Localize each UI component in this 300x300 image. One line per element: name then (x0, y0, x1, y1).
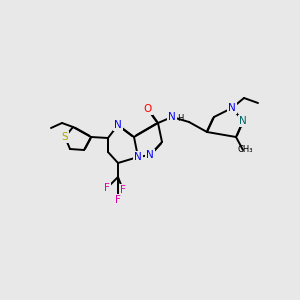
Text: H: H (177, 114, 183, 123)
Text: O: O (144, 104, 152, 114)
Text: F: F (115, 195, 121, 205)
Text: N: N (168, 112, 176, 122)
Text: CH₃: CH₃ (237, 146, 253, 154)
Text: N: N (239, 116, 247, 126)
Text: F: F (120, 185, 126, 195)
Text: N: N (114, 120, 122, 130)
Text: N: N (228, 103, 236, 113)
Text: N: N (146, 150, 154, 160)
Text: F: F (104, 183, 110, 193)
Text: S: S (62, 132, 68, 142)
Text: N: N (134, 152, 142, 162)
